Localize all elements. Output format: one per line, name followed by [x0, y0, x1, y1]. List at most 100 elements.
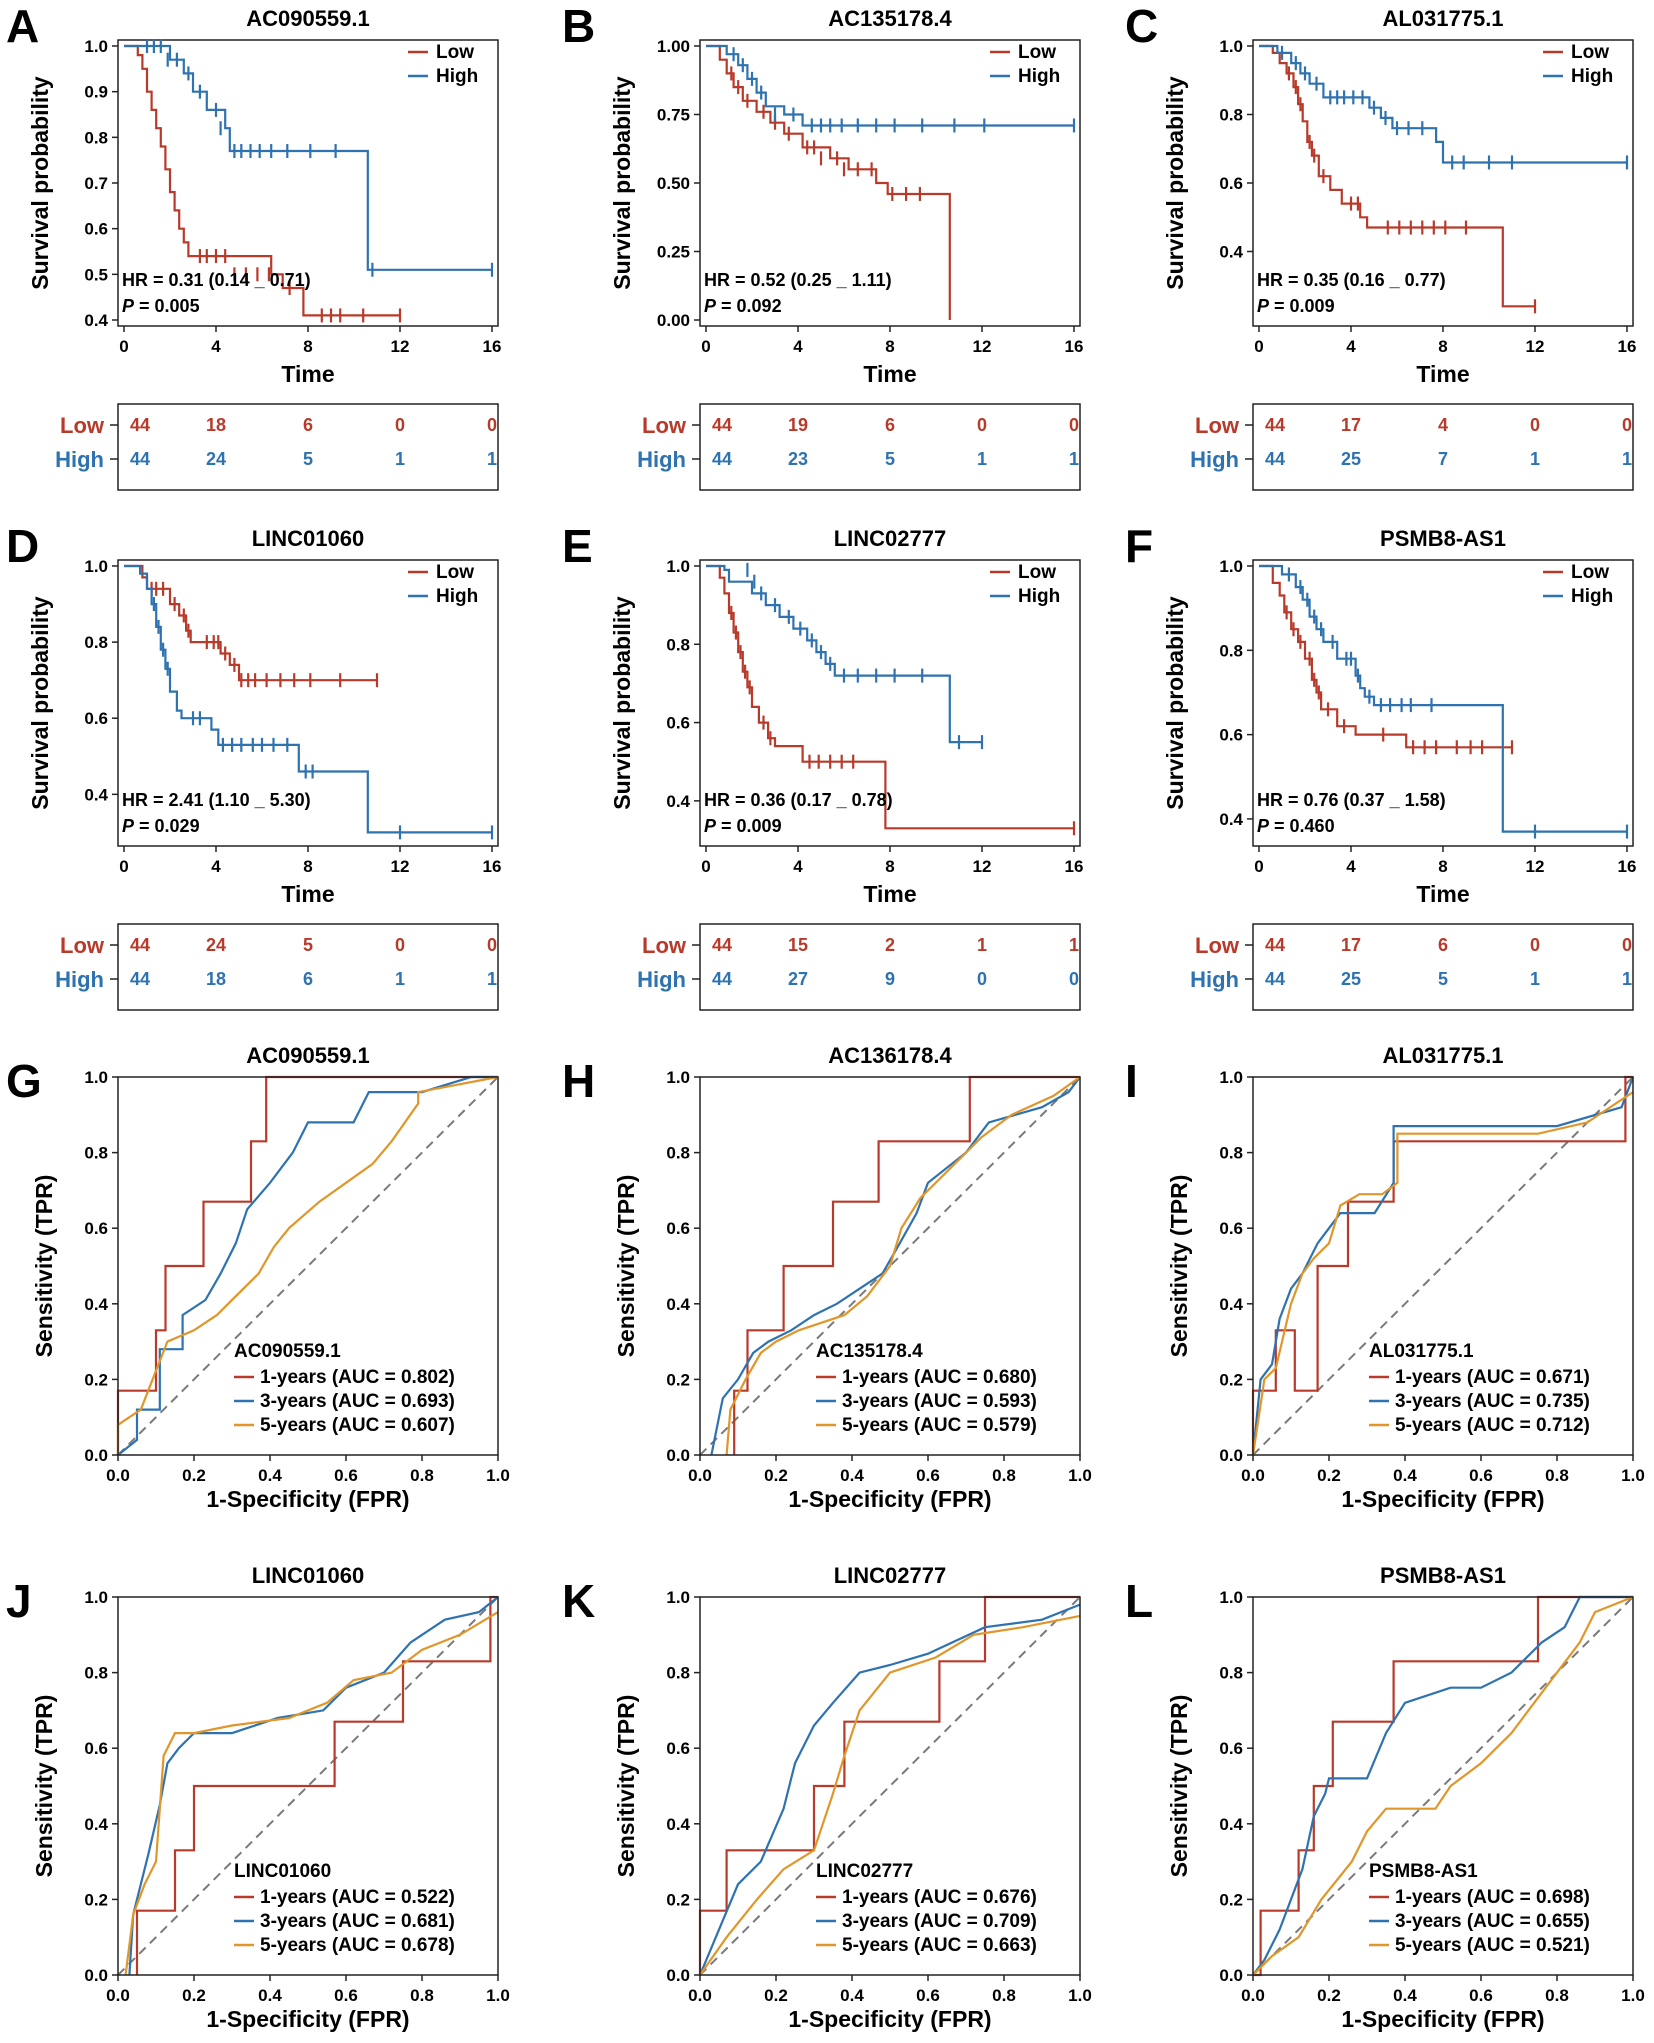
x-tick-label: 0.6	[916, 1466, 940, 1485]
p-value: = 0.460	[1269, 816, 1335, 836]
risk-count: 1	[1622, 969, 1632, 989]
x-tick-label: 8	[885, 337, 894, 356]
panel-letter: A	[6, 0, 39, 52]
legend-label: Low	[436, 42, 474, 63]
y-tick-label: 0.2	[666, 1370, 690, 1389]
p-symbol: P	[1257, 296, 1270, 316]
plot-frame	[117, 1076, 499, 1456]
y-tick-label: 1.0	[1219, 557, 1243, 576]
roc-curve-5-years	[725, 1076, 1081, 1456]
risk-count: 5	[1438, 969, 1448, 989]
legend-label: 5-years (AUC = 0.607)	[260, 1415, 455, 1436]
x-tick-label: 1.0	[1621, 1986, 1645, 2005]
risk-count: 7	[1438, 449, 1448, 469]
roc-curve-3-years	[710, 1076, 1081, 1456]
x-tick-label: 0.4	[840, 1466, 864, 1485]
x-axis-label: 1-Specificity (FPR)	[1341, 2006, 1544, 2032]
x-tick-label: 0.0	[688, 1986, 712, 2005]
x-tick-label: 0.0	[1241, 1986, 1265, 2005]
risk-count: 5	[303, 449, 313, 469]
risk-count: 1	[487, 969, 497, 989]
y-axis-label: Sensitivity (TPR)	[31, 1695, 57, 1878]
panel-title: AL031775.1	[1382, 1043, 1503, 1068]
risk-row-label-low: Low	[1195, 933, 1240, 958]
x-tick-label: 0.8	[992, 1986, 1016, 2005]
risk-count: 44	[712, 449, 732, 469]
y-tick-label: 0.4	[666, 792, 690, 811]
x-tick-label: 0	[119, 857, 128, 876]
panel-title: AC135178.4	[828, 6, 952, 31]
y-tick-label: 0.8	[1219, 106, 1243, 125]
y-tick-label: 0.6	[1219, 726, 1243, 745]
risk-count: 1	[487, 449, 497, 469]
panel-title: PSMB8-AS1	[1380, 1563, 1506, 1588]
legend-label: 1-years (AUC = 0.671)	[1395, 1367, 1590, 1388]
x-tick-label: 0.4	[1393, 1986, 1417, 2005]
y-tick-label: 0.6	[1219, 1219, 1243, 1238]
y-tick-label: 0.8	[1219, 1144, 1243, 1163]
x-tick-label: 0	[1254, 337, 1263, 356]
p-value-annotation: P = 0.460	[1257, 816, 1335, 836]
risk-table-frame	[117, 403, 499, 491]
x-tick-label: 16	[1618, 857, 1637, 876]
legend-label: 5-years (AUC = 0.663)	[842, 1935, 1037, 1956]
roc-panel-L: L PSMB8-AS1 0.00.0 0.2 0.2 0.4 0.4 0.6 0.6 0.8 0.8…	[1125, 1563, 1645, 2032]
x-tick-label: 8	[303, 857, 312, 876]
x-tick-label: 16	[1065, 857, 1084, 876]
risk-count: 1	[395, 449, 405, 469]
y-tick-label: 1.0	[666, 1588, 690, 1607]
x-tick-label: 12	[391, 857, 410, 876]
x-tick-label: 4	[793, 337, 803, 356]
x-tick-label: 12	[973, 337, 992, 356]
x-tick-label: 8	[1438, 857, 1447, 876]
y-tick-label: 0.4	[1219, 1295, 1243, 1314]
p-value: = 0.005	[134, 296, 200, 316]
risk-count: 0	[1069, 415, 1079, 435]
x-tick-label: 0.8	[1545, 1466, 1569, 1485]
risk-count: 44	[712, 935, 732, 955]
x-tick-label: 1.0	[486, 1466, 510, 1485]
panel-letter: I	[1125, 1055, 1138, 1107]
y-tick-label: 0.8	[84, 1144, 108, 1163]
p-symbol: P	[1257, 816, 1270, 836]
y-tick-label: 0.6	[1219, 1739, 1243, 1758]
plot-frame	[699, 1596, 1081, 1976]
roc-curve-1-years	[1253, 1595, 1633, 1977]
risk-count: 44	[1265, 415, 1285, 435]
risk-count: 4	[1438, 415, 1448, 435]
km-curve-low	[1259, 44, 1535, 308]
panel-letter: B	[562, 0, 595, 52]
y-axis-label: Survival probability	[27, 76, 53, 290]
p-value-annotation: P = 0.005	[122, 296, 200, 316]
x-tick-label: 0.2	[1317, 1986, 1341, 2005]
km-curve-high	[124, 564, 492, 834]
panel-letter: G	[6, 1055, 42, 1107]
risk-count: 44	[1265, 935, 1285, 955]
x-tick-label: 4	[1346, 857, 1356, 876]
legend-title: LINC01060	[234, 1861, 331, 1882]
x-tick-label: 0.2	[1317, 1466, 1341, 1485]
roc-panel-H: H AC136178.4 0.00.0 0.2 0.2 0.4 0.4 0.6 0.6 0.8 0.…	[562, 1043, 1092, 1512]
x-axis-label: 1-Specificity (FPR)	[206, 2006, 409, 2032]
risk-count: 0	[1622, 935, 1632, 955]
y-tick-label: 0.8	[666, 1144, 690, 1163]
legend-label: High	[1571, 586, 1613, 607]
x-tick-label: 0	[701, 337, 710, 356]
y-tick-label: 0.8	[1219, 1664, 1243, 1683]
legend-title: AL031775.1	[1369, 1341, 1474, 1362]
panel-title: LINC01060	[252, 1563, 365, 1588]
x-axis-label: Time	[1416, 361, 1469, 387]
legend-label: High	[436, 586, 478, 607]
risk-count: 6	[1438, 935, 1448, 955]
km-curve-low	[124, 44, 400, 317]
risk-count: 0	[487, 935, 497, 955]
km-curve-high	[1259, 564, 1627, 833]
y-tick-label: 0.8	[84, 128, 108, 147]
roc-curve-3-years	[698, 1603, 1081, 1976]
risk-row-label-low: Low	[60, 933, 105, 958]
risk-count: 6	[303, 415, 313, 435]
risk-count: 24	[206, 935, 226, 955]
y-tick-label: 0.0	[666, 1446, 690, 1465]
km-panel-C: C AL031775.1 0.4 0.6 0.8 1.0 0 4 8 12 16 Time Surviv…	[1125, 0, 1636, 491]
y-tick-label: 0.8	[84, 633, 108, 652]
